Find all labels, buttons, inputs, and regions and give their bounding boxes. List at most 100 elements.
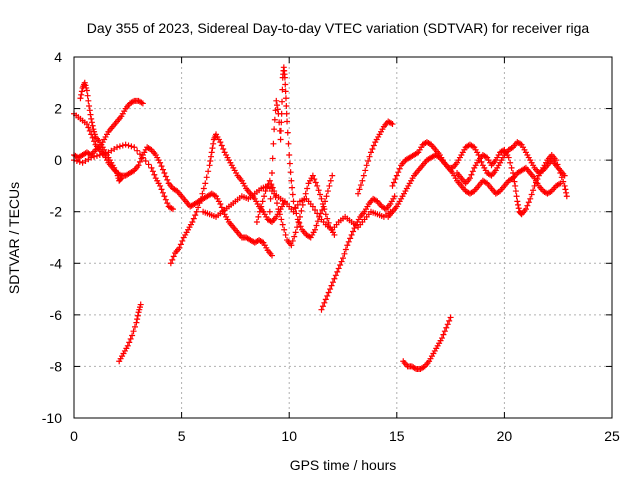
data-point: [77, 95, 84, 102]
x-axis-label: GPS time / hours: [290, 457, 397, 473]
data-point: [179, 237, 186, 244]
data-point: [134, 312, 141, 319]
data-point: [114, 144, 121, 151]
data-point: [323, 193, 330, 200]
data-point: [129, 332, 136, 339]
data-point: [288, 242, 295, 249]
data-point: [164, 176, 171, 183]
data-point: [279, 86, 286, 93]
data-point: [139, 100, 146, 107]
data-point: [314, 182, 321, 189]
data-point: [296, 213, 303, 220]
data-point: [329, 279, 336, 286]
y-tick-labels: 4 2 0 -2 -4 -6 -8 -10: [42, 49, 62, 426]
data-point: [286, 151, 293, 158]
data-point: [322, 296, 329, 303]
data-point: [318, 306, 325, 313]
data-point: [270, 140, 277, 147]
data-point: [291, 204, 298, 211]
data-point: [332, 272, 339, 279]
data-point: [289, 237, 296, 244]
data-point: [319, 303, 326, 310]
data-point: [531, 182, 538, 189]
chart-title: Day 355 of 2023, Sidereal Day-to-day VTE…: [87, 20, 590, 36]
data-point: [443, 324, 450, 331]
data-point: [367, 149, 374, 156]
data-point: [347, 235, 354, 242]
data-point: [161, 193, 168, 200]
data-point: [130, 328, 137, 335]
data-point: [85, 97, 92, 104]
data-point: [206, 162, 213, 169]
data-point: [164, 200, 171, 207]
data-point: [286, 160, 293, 167]
data-point: [73, 158, 80, 165]
data-point: [176, 244, 183, 251]
data-point: [162, 173, 169, 180]
data-point: [202, 180, 209, 187]
data-point: [157, 159, 164, 166]
data-point: [136, 151, 143, 158]
data-point: [440, 331, 447, 338]
data-point: [205, 168, 212, 175]
data-point: [522, 206, 529, 213]
data-point: [337, 262, 344, 269]
data-point: [83, 87, 90, 94]
data-point: [294, 224, 301, 231]
series-arc-13: [389, 139, 568, 189]
data-point: [268, 181, 275, 188]
data-point: [263, 184, 270, 191]
data-point: [282, 88, 289, 95]
data-point: [555, 165, 562, 172]
data-point: [159, 166, 166, 173]
data-point: [189, 219, 196, 226]
data-point: [296, 219, 303, 226]
data-point: [76, 158, 83, 165]
data-point: [370, 142, 377, 149]
data-point: [392, 176, 399, 183]
data-point: [505, 154, 512, 161]
data-point: [96, 151, 103, 158]
data-point: [85, 124, 92, 131]
data-point: [170, 253, 177, 260]
data-point: [289, 184, 296, 191]
data-point: [192, 212, 199, 219]
data-point: [530, 187, 537, 194]
data-point: [297, 223, 304, 230]
data-point: [334, 268, 341, 275]
data-point: [360, 172, 367, 179]
data-point: [158, 163, 165, 170]
data-point: [532, 179, 539, 186]
series-arc-10: [318, 193, 398, 313]
data-point: [256, 208, 263, 215]
data-point: [271, 126, 278, 133]
data-point: [345, 238, 352, 245]
data-point: [99, 151, 106, 158]
data-point: [563, 193, 570, 200]
data-point: [208, 153, 215, 160]
data-point: [362, 167, 369, 174]
data-point: [444, 321, 451, 328]
data-point: [196, 200, 203, 207]
data-point: [177, 241, 184, 248]
data-point: [139, 154, 146, 161]
data-point: [313, 222, 320, 229]
series-arc-3: [77, 79, 125, 184]
data-point: [279, 98, 286, 105]
data-point: [169, 206, 176, 213]
data-point: [327, 177, 334, 184]
data-point: [274, 102, 281, 109]
data-point: [274, 200, 281, 207]
data-point: [292, 229, 299, 236]
data-point: [468, 171, 475, 178]
data-point: [208, 149, 215, 156]
x-tick-label: 5: [178, 428, 186, 444]
data-point: [557, 170, 564, 177]
data-point: [317, 210, 324, 217]
data-point: [199, 190, 206, 197]
data-point: [369, 145, 376, 152]
data-point: [116, 143, 123, 150]
data-point: [285, 140, 292, 147]
data-point: [218, 142, 225, 149]
